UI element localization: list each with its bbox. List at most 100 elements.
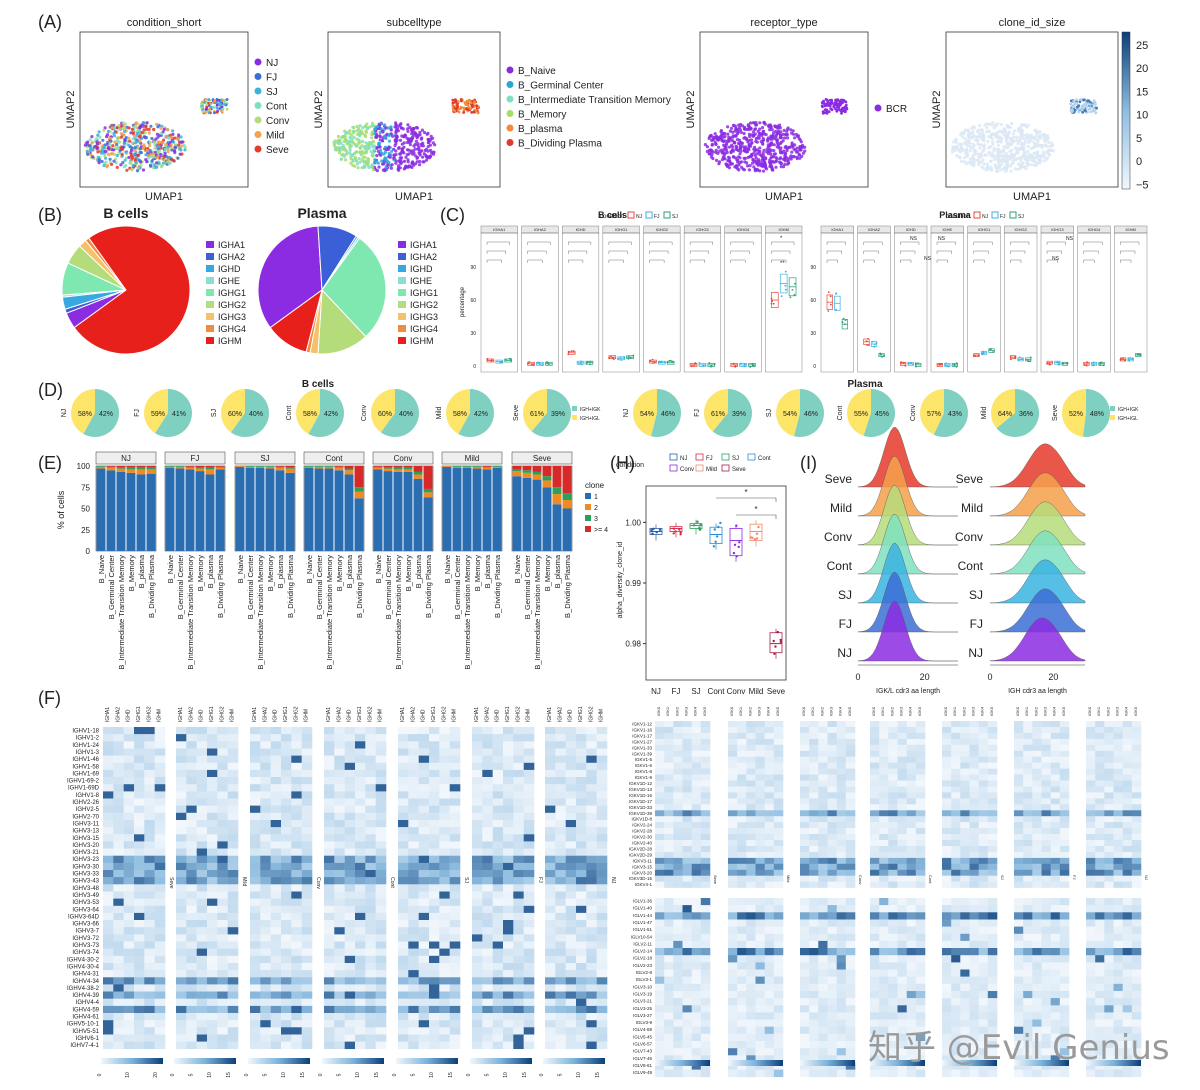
chain-pie-group: Seve bbox=[513, 405, 520, 421]
umap-point bbox=[455, 104, 459, 107]
heat-cell bbox=[270, 970, 282, 978]
heat-cell bbox=[260, 991, 271, 999]
umap-point bbox=[157, 161, 161, 165]
umap-point bbox=[835, 108, 839, 112]
stack-bar-segment bbox=[205, 466, 215, 468]
heat-colorbar bbox=[248, 1058, 310, 1064]
ridge-group-label: Seve bbox=[956, 472, 984, 486]
heat-cell bbox=[144, 948, 155, 957]
umap-point bbox=[159, 126, 163, 130]
stack-bar-segment bbox=[165, 467, 175, 551]
umap-legend-label: BCR bbox=[886, 104, 907, 115]
stack-bar-segment bbox=[126, 467, 136, 470]
heat-cell bbox=[207, 941, 218, 949]
umap-point bbox=[1035, 138, 1039, 142]
chain-pie-label: 42% bbox=[474, 411, 488, 418]
umap-point bbox=[727, 145, 732, 149]
div-point bbox=[674, 530, 677, 533]
umap-point bbox=[115, 143, 119, 147]
umap-point bbox=[348, 151, 352, 156]
stack-bar-segment bbox=[245, 466, 255, 467]
box-point bbox=[981, 352, 984, 355]
umap-point bbox=[977, 159, 981, 163]
pie-legend-label: IGHM bbox=[218, 336, 242, 346]
heat-cell bbox=[334, 755, 345, 764]
umap-point bbox=[1023, 166, 1027, 170]
umap-point bbox=[90, 141, 94, 145]
umap-point bbox=[163, 147, 167, 151]
div-legend-label: Seve bbox=[732, 467, 746, 473]
box-facet-label: IGHG4 bbox=[737, 227, 750, 232]
pie-legend-label: IGHG1 bbox=[218, 288, 246, 298]
heat-cell bbox=[103, 912, 114, 921]
umap-point bbox=[997, 160, 1001, 165]
heat-cell bbox=[439, 834, 450, 842]
box-facet-label: IGHG2 bbox=[656, 227, 669, 232]
heat-cell bbox=[176, 762, 187, 771]
heat-cell bbox=[334, 841, 345, 849]
umap-point bbox=[768, 164, 772, 169]
heat-cell bbox=[176, 1034, 187, 1042]
heat-row-label: IGHV1-8 bbox=[76, 793, 100, 799]
heat-cell bbox=[429, 862, 440, 871]
heat-cell bbox=[281, 884, 292, 892]
umap-point bbox=[411, 135, 415, 139]
heat-cell bbox=[492, 769, 504, 778]
heat-cell bbox=[301, 905, 313, 914]
umap-point bbox=[1082, 106, 1086, 110]
heat-cell bbox=[270, 977, 282, 985]
heat-col-label: IGHA2 bbox=[410, 707, 416, 722]
heat-cell bbox=[334, 955, 345, 964]
heat-cell bbox=[482, 769, 493, 778]
stack-bar-segment bbox=[413, 478, 423, 551]
umap-point bbox=[714, 142, 718, 146]
heat-cell bbox=[503, 784, 514, 792]
heat-cell bbox=[227, 820, 239, 828]
box-legend-label: SJ bbox=[1018, 214, 1024, 220]
umap-point bbox=[144, 153, 148, 157]
stack-bar-segment bbox=[195, 466, 205, 468]
umap-point bbox=[108, 130, 112, 134]
heat-cell bbox=[439, 862, 450, 871]
heat-cell bbox=[291, 755, 302, 764]
heat-cell bbox=[281, 941, 292, 949]
umap-point bbox=[176, 156, 180, 160]
umap-point bbox=[338, 149, 342, 153]
umap-point bbox=[790, 150, 794, 154]
heat-cell bbox=[355, 798, 366, 806]
umap-point bbox=[384, 126, 388, 130]
umap-colorbar-tick: 15 bbox=[1136, 86, 1148, 98]
heat-cell bbox=[439, 905, 450, 914]
heat-cell bbox=[144, 827, 155, 835]
heat-cell bbox=[176, 798, 187, 806]
umap-point bbox=[379, 151, 384, 155]
pie-legend-swatch bbox=[206, 253, 214, 260]
heat-cell bbox=[207, 798, 218, 806]
heat-cell bbox=[250, 755, 261, 764]
heat-cell bbox=[270, 1027, 282, 1035]
umap-point bbox=[392, 156, 396, 160]
box-bracket bbox=[771, 241, 795, 245]
umap-point bbox=[207, 98, 211, 101]
umap-point bbox=[155, 165, 159, 169]
heat-cell bbox=[355, 777, 366, 785]
heat-colorbar-tick: 5 bbox=[263, 1073, 269, 1076]
box-point bbox=[1014, 357, 1017, 359]
umap-point bbox=[357, 134, 362, 138]
umap-point bbox=[763, 156, 768, 160]
heat-cell bbox=[492, 762, 504, 771]
heat-cell bbox=[375, 905, 387, 914]
heat-cell bbox=[429, 855, 440, 864]
umap-point bbox=[1012, 139, 1016, 143]
heat-cell bbox=[270, 848, 282, 856]
umap-point bbox=[393, 125, 397, 129]
umap-point bbox=[147, 131, 151, 135]
heat-cell bbox=[196, 1034, 208, 1042]
heat-cell bbox=[355, 934, 366, 942]
heat-row-label: IGHV1-69-2 bbox=[67, 779, 100, 785]
box-bracket bbox=[527, 250, 547, 254]
heat-cell bbox=[439, 855, 450, 864]
heat-col-label: IGHD bbox=[126, 709, 132, 722]
umap-point bbox=[1020, 135, 1024, 139]
